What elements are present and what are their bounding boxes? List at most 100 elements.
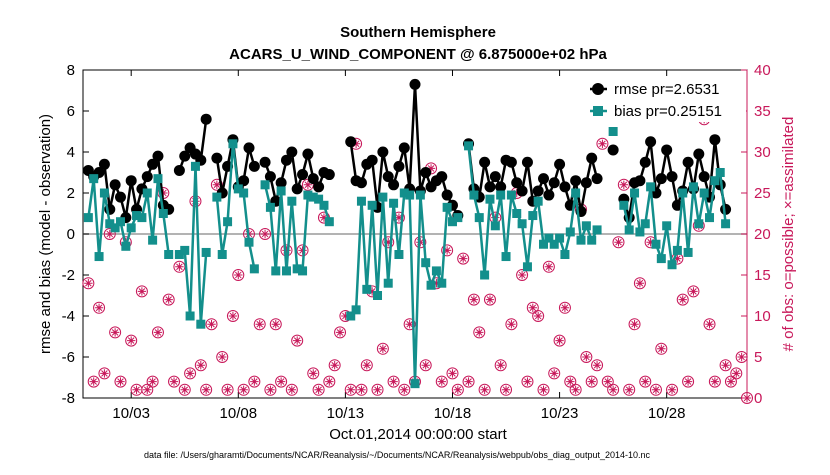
obs-possible-marker [114, 375, 127, 388]
rmse-series-point [109, 179, 121, 191]
obs-possible-marker [376, 342, 389, 355]
bias-series-point [137, 213, 147, 223]
bias-series-point [121, 241, 131, 251]
bias-series-point [517, 219, 527, 229]
chart-title: Southern Hemisphere [340, 24, 496, 41]
obs-assimilated-marker [458, 254, 468, 263]
obs-assimilated-marker [517, 270, 527, 280]
obs-possible-marker [462, 375, 475, 388]
rmse-series-point [302, 148, 314, 160]
rmse-series-point [548, 177, 560, 189]
obs-possible-marker [569, 383, 582, 396]
rmse-series-point [114, 191, 126, 203]
bias-series-point [672, 245, 682, 255]
rmse-series-point [377, 146, 389, 158]
bias-series-point [367, 200, 377, 210]
obs-possible-marker [371, 383, 384, 396]
obs-count-point [724, 375, 737, 388]
obs-count-point [264, 383, 277, 396]
obs-count-point [521, 375, 534, 388]
obs-assimilated-marker [255, 320, 264, 329]
rmse-series-point [388, 179, 400, 191]
rmse-series-point [147, 158, 159, 170]
obs-possible-marker [542, 260, 555, 273]
obs-assimilated-marker [223, 385, 232, 394]
obs-possible-marker [226, 310, 239, 322]
obs-possible-marker [730, 367, 743, 380]
bias-series-point [201, 247, 211, 257]
obs-count-point [146, 375, 159, 388]
bias-series-point [410, 379, 420, 389]
bias-series-point [485, 194, 495, 204]
obs-assimilated-marker [421, 361, 430, 370]
legend-rmse-label: rmse pr=2.6531 [614, 81, 719, 98]
obs-assimilated-marker [485, 295, 495, 304]
obs-assimilated-marker [389, 377, 398, 386]
obs-possible-marker [398, 383, 411, 396]
bias-series-point [228, 139, 238, 149]
obs-possible-marker [82, 277, 95, 290]
rmse-series-point [243, 142, 255, 154]
obs-count-point [307, 367, 320, 380]
obs-assimilated-marker [512, 188, 521, 198]
obs-possible-marker [537, 383, 550, 396]
x-tick-label: 10/23 [541, 405, 579, 422]
rmse-series-point [291, 183, 303, 195]
x-tick-label: 10/03 [112, 405, 150, 422]
bias-series-point [640, 219, 650, 229]
bias-series-point [688, 182, 698, 192]
obs-possible-marker [623, 383, 636, 396]
obs-count-point [585, 375, 598, 388]
bias-series-point [710, 176, 720, 186]
rmse-series-point [141, 171, 153, 183]
bias-series-point [442, 202, 452, 212]
rmse-series-point [543, 189, 555, 201]
rmse-series-point [538, 173, 550, 185]
bias-series-point [715, 168, 725, 177]
bias-series-point [319, 200, 329, 210]
obs-assimilated-marker [292, 336, 302, 345]
obs-assimilated-marker [378, 344, 388, 353]
obs-possible-marker [194, 359, 207, 372]
obs-possible-marker [735, 351, 748, 363]
bias-series-point [287, 196, 297, 206]
obs-assimilated-marker [346, 385, 355, 394]
rmse-series-point [393, 160, 405, 172]
obs-count-point [387, 375, 400, 388]
obs-possible-marker [291, 334, 304, 347]
obs-assimilated-marker [303, 180, 313, 189]
rmse-series-point [125, 175, 137, 187]
y-right-tick-label: 5 [754, 349, 762, 366]
obs-assimilated-marker [325, 377, 334, 386]
obs-count-point [168, 375, 181, 388]
obs-count-point [441, 244, 454, 257]
obs-count-point [607, 383, 620, 396]
bias-series-point [244, 237, 254, 247]
obs-count-point [467, 293, 480, 306]
obs-count-point [360, 359, 373, 372]
obs-possible-marker [441, 244, 454, 257]
rmse-series-point [286, 146, 298, 158]
rmse-series-point [280, 154, 292, 166]
bias-series-point [474, 213, 484, 223]
obs-count-point [612, 236, 625, 249]
legend-bias-label: bias pr=0.25151 [614, 103, 722, 120]
bias-series-point [667, 260, 677, 270]
obs-count-point [419, 359, 432, 372]
obs-assimilated-marker [533, 311, 543, 321]
y-right-tick-label: 10 [754, 308, 771, 325]
obs-count-point [676, 293, 689, 306]
obs-assimilated-marker [523, 377, 532, 386]
bias-series-point [389, 198, 399, 208]
obs-possible-marker [184, 367, 197, 380]
bias-series-point [148, 235, 158, 245]
obs-possible-marker [162, 293, 175, 306]
obs-assimilated-marker [678, 295, 687, 304]
bias-series-point [571, 188, 581, 198]
bias-series-point [356, 196, 366, 206]
rmse-series-point [511, 177, 523, 189]
obs-count-point [617, 178, 630, 191]
obs-assimilated-marker [239, 385, 248, 394]
obs-assimilated-marker [196, 361, 206, 370]
rmse-series-point [516, 185, 528, 197]
